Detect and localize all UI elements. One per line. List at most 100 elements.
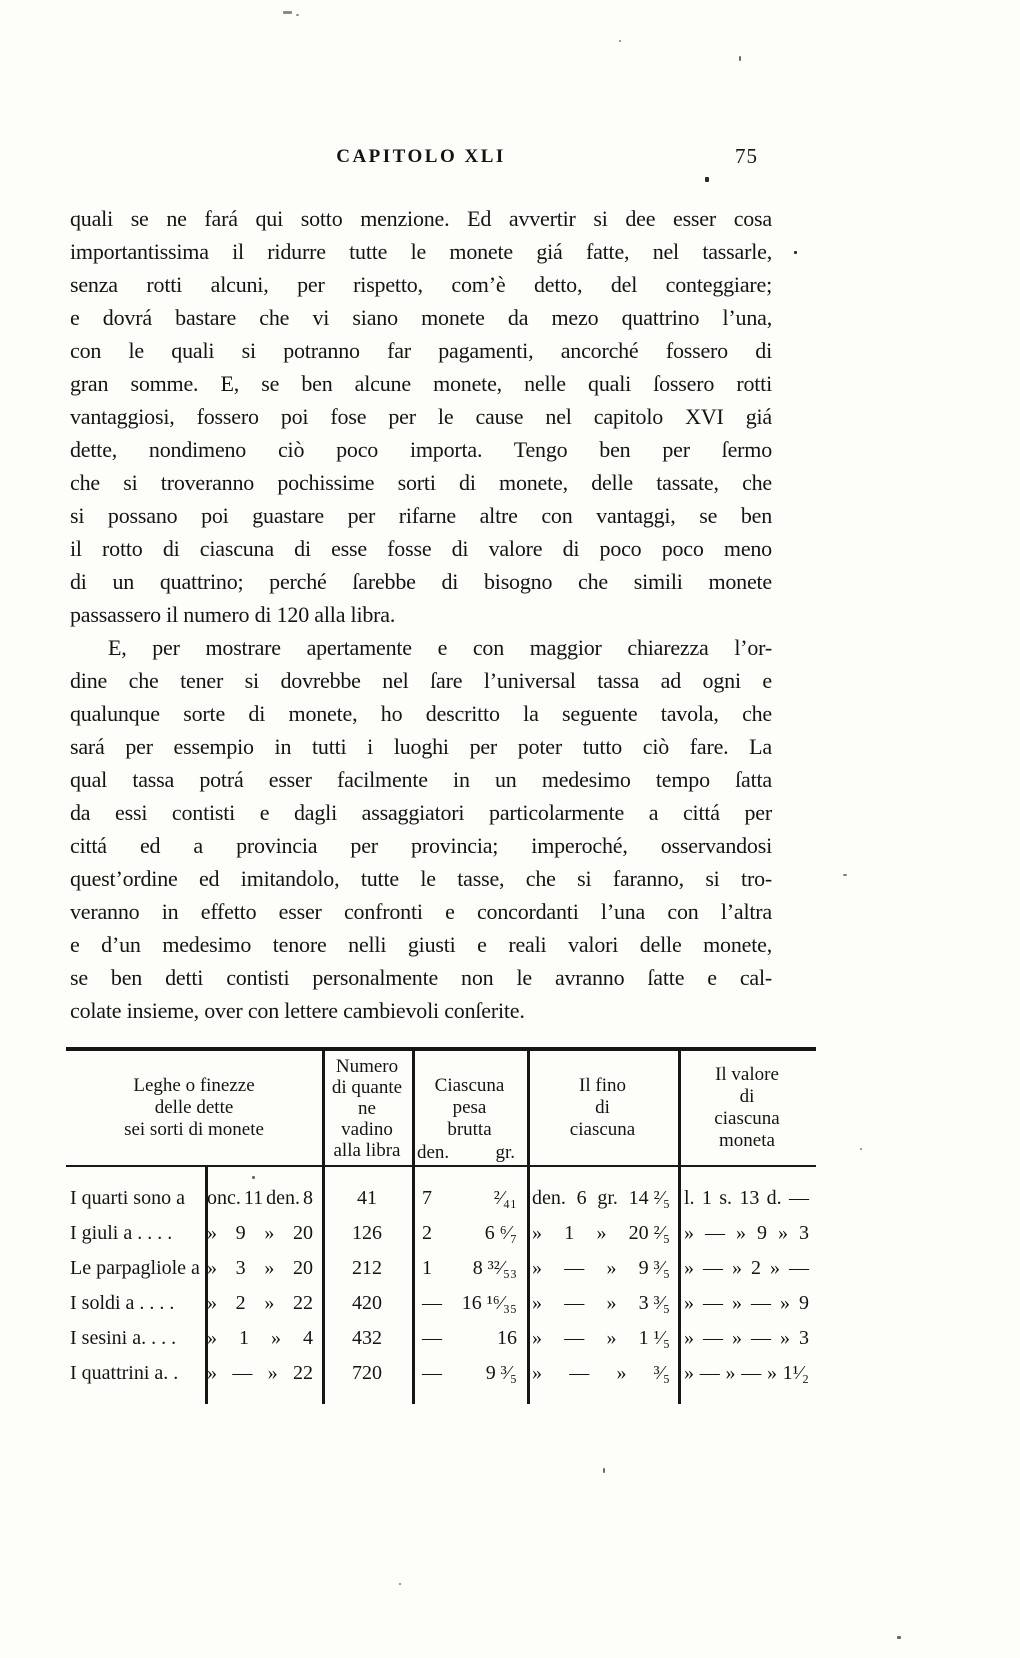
pesa-cell: — 9 ³⁄₅ [412, 1362, 527, 1385]
pesa-den: 1 [422, 1257, 432, 1279]
ink-speck [794, 251, 797, 254]
numero-cell: 420 [352, 1292, 382, 1314]
fino-unit: » [616, 1362, 627, 1384]
valore-unit: » [732, 1257, 742, 1279]
header-line: ciascuna [569, 1119, 636, 1140]
leghe-value: — [232, 1362, 253, 1384]
fino-unit: » [532, 1327, 542, 1349]
valore-value: 1 [701, 1187, 712, 1209]
header-line: ne [358, 1097, 376, 1119]
leghe-unit: » [207, 1362, 217, 1384]
unit-gr-label: gr. [495, 1142, 515, 1163]
ink-speck [705, 177, 709, 182]
fino-value: — [564, 1257, 585, 1279]
valore-unit: » [732, 1327, 742, 1349]
valore-unit: » [684, 1257, 694, 1279]
pesa-gr: 9 ³⁄₅ [485, 1362, 517, 1384]
fino-value: 6 [576, 1187, 587, 1209]
pesa-gr: 16 [497, 1327, 517, 1349]
leghe-unit: den. [266, 1187, 301, 1209]
valore-value: — [705, 1222, 725, 1244]
valore-value: — [703, 1257, 723, 1279]
fino-cell: den. 6 gr. 14 ²⁄₅ [527, 1187, 678, 1210]
fino-unit: » [606, 1327, 617, 1349]
valore-value: 9 [799, 1292, 809, 1314]
leghe-cell: » — » 22 [205, 1362, 322, 1385]
leghe-value: 20 [292, 1222, 313, 1244]
pesa-cell: — 16 ¹⁶⁄₃₅ [412, 1292, 527, 1315]
valore-value: — [751, 1292, 771, 1314]
leghe-value: 22 [292, 1292, 313, 1314]
leghe-unit: » [264, 1222, 275, 1244]
fino-unit: » [532, 1292, 542, 1314]
ink-speck [296, 14, 299, 16]
text-line: vantaggiosi, fossero poi fose per le cau… [70, 404, 772, 429]
valore-unit: » [766, 1362, 777, 1384]
header-line: Il valore [715, 1064, 779, 1085]
ink-speck [603, 1468, 605, 1473]
valore-cell: » — » — » 3 [678, 1327, 816, 1350]
text-line: e dovrá bastare che vi siano monete da m… [70, 305, 772, 330]
unit-den-label: den. [417, 1142, 450, 1163]
fino-cell: » — » ³⁄₅ [527, 1362, 678, 1385]
ink-speck [739, 56, 741, 61]
table-row: I sesini a. . . . » 1 » 4 432 — 16 » — »… [66, 1321, 816, 1356]
leghe-value: 8 [303, 1187, 313, 1209]
pesa-gr: ²⁄₄₁ [493, 1187, 517, 1209]
leghe-unit: » [207, 1292, 217, 1314]
fino-cell: » — » 1 ¹⁄₅ [527, 1327, 678, 1350]
text-line: che si troveranno pochissime sorti di mo… [70, 470, 772, 495]
fino-value: — [564, 1292, 585, 1314]
text-line: senza rotti alcuni, per rispetto, com’è … [70, 272, 772, 297]
text-line: passassero il numero di 120 alla libra. [70, 602, 396, 627]
table-row: I quarti sono a onc. 11 den. 8 41 7 ²⁄₄₁… [66, 1181, 816, 1216]
leghe-value: 2 [235, 1292, 246, 1314]
leghe-value: 9 [235, 1222, 246, 1244]
valore-unit: l. [684, 1187, 695, 1209]
leghe-unit: onc. [207, 1187, 241, 1209]
header-line: delle dette [154, 1097, 234, 1118]
valore-value: — [751, 1327, 771, 1349]
table-row: I quattrini a. . » — » 22 720 — 9 ³⁄₅ » … [66, 1356, 816, 1391]
text-line: dette, nondimeno ciò poco importa. Tengo… [70, 437, 772, 462]
pesa-den: 7 [422, 1187, 432, 1209]
leghe-unit: » [207, 1222, 217, 1244]
pesa-den: — [422, 1327, 442, 1349]
table-rule-vertical [412, 1051, 415, 1404]
valore-cell: » — » 9 » 3 [678, 1222, 816, 1245]
numero-cell: 41 [357, 1187, 377, 1209]
text-line: con le quali si potranno far pagamenti, … [70, 338, 772, 363]
fino-unit: » [606, 1257, 617, 1279]
pesa-cell: — 16 [412, 1327, 527, 1350]
header-line: di [739, 1086, 755, 1107]
pesa-gr: 16 ¹⁶⁄₃₅ [461, 1292, 517, 1314]
pesa-den: — [422, 1362, 442, 1384]
pesa-cell: 7 ²⁄₄₁ [412, 1187, 527, 1210]
header-line: vadino [341, 1118, 393, 1140]
ink-speck [283, 11, 292, 14]
pesa-cell: 2 6 ⁶⁄₇ [412, 1222, 527, 1245]
text-line: di un quattrino; perché ſarebbe di bisog… [70, 569, 772, 594]
text-line: il rotto di ciascuna di esse fosse di va… [70, 536, 772, 561]
fino-cell: » 1 » 20 ²⁄₅ [527, 1222, 678, 1245]
leghe-value: 20 [292, 1257, 313, 1279]
fino-cell: » — » 3 ³⁄₅ [527, 1292, 678, 1315]
text-line: dine che tener si dovrebbe nel ſare l’un… [70, 668, 772, 693]
valore-unit: » [736, 1222, 746, 1244]
leghe-value: 11 [243, 1187, 264, 1209]
valore-unit: » [725, 1362, 736, 1384]
leghe-cell: » 2 » 22 [205, 1292, 322, 1315]
running-head: CAPITOLO XLI 75 [70, 144, 772, 172]
valore-value: 9 [757, 1222, 767, 1244]
text-line: e d’un medesimo tenore nelli giusti e re… [70, 932, 772, 957]
valore-unit: » [684, 1292, 694, 1314]
header-line: pesa [452, 1097, 487, 1118]
fino-unit: » [532, 1362, 542, 1384]
pesa-den: — [422, 1292, 442, 1314]
table-rule-vertical [205, 1167, 208, 1404]
fino-value: 1 [564, 1222, 575, 1244]
text-line: sará per essempio in tutti i luoghi per … [70, 734, 772, 759]
coin-name: I giuli a . . . . [70, 1222, 173, 1244]
valore-unit: » [684, 1222, 694, 1244]
leghe-value: 4 [303, 1327, 313, 1349]
